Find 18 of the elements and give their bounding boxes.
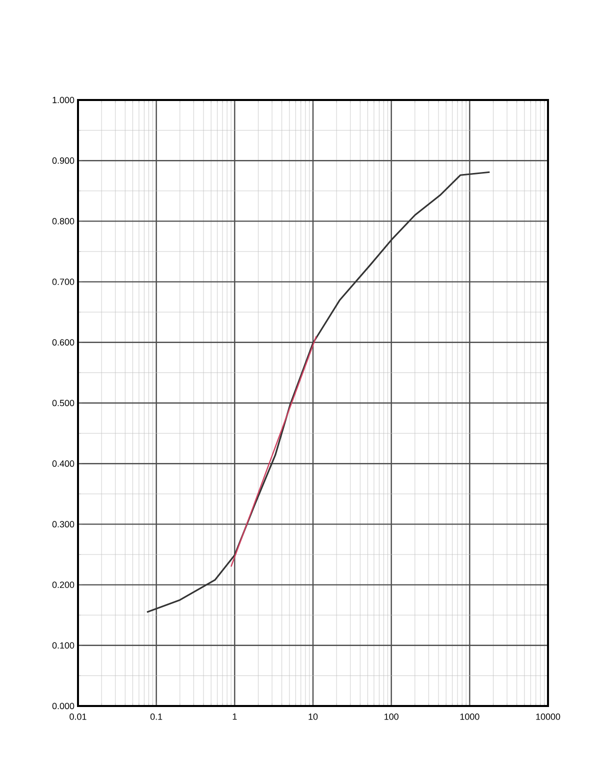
- y-tick-label: 1.000: [52, 96, 74, 104]
- y-tick-label: 0.800: [52, 218, 74, 224]
- y-tick-label: 0.700: [52, 278, 74, 285]
- y-tick-label: 0.000: [52, 702, 74, 710]
- x-tick-label: 0.1: [150, 714, 162, 720]
- y-tick-label: 0.100: [52, 642, 74, 649]
- x-tick-label: 10000: [536, 714, 560, 720]
- y-tick-label: 0.500: [52, 400, 74, 406]
- x-tick-label: 1000: [460, 714, 480, 720]
- y-tick-label: 0.300: [52, 521, 74, 528]
- y-tick-label: 0.600: [52, 339, 74, 346]
- x-tick-label: 10: [308, 714, 318, 720]
- x-tick-label: 100: [384, 714, 398, 720]
- y-tick-label: 0.900: [52, 157, 74, 164]
- y-tick-label: 0.400: [52, 460, 74, 467]
- y-tick-label: 0.200: [52, 582, 74, 588]
- x-tick-label: 1: [232, 714, 237, 720]
- x-tick-label: 0.01: [70, 714, 86, 720]
